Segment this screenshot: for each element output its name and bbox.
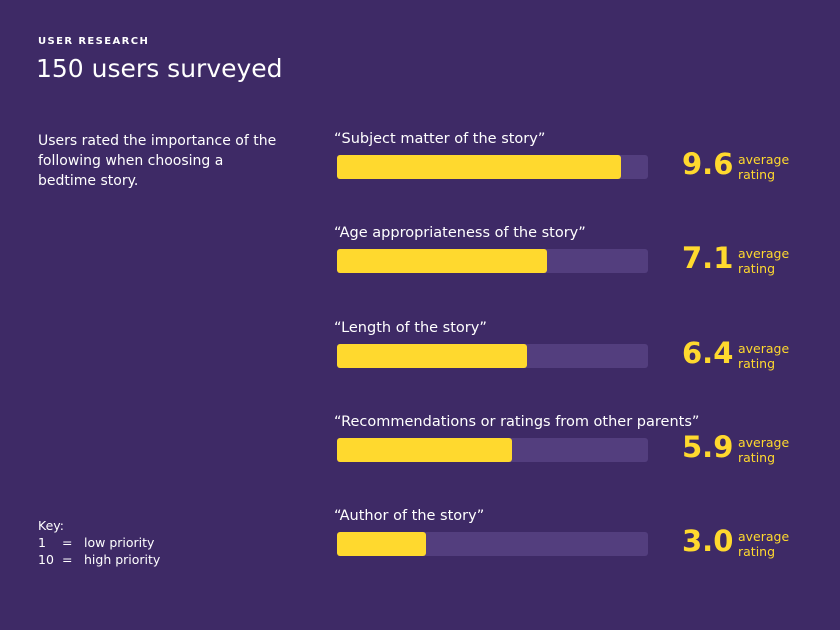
bar-track <box>337 437 648 462</box>
metric-value: 9.6 <box>682 147 734 181</box>
metric-value: 5.9 <box>682 429 734 464</box>
bar <box>337 343 527 368</box>
key-title: Key: <box>38 518 64 533</box>
metric-row: “Length of the story” 6.4 average rating <box>0 320 840 390</box>
key-equals: = <box>62 535 73 550</box>
metric-label: “Recommendations or ratings from other p… <box>334 413 700 430</box>
metric-unit-label: average rating <box>738 152 790 182</box>
rating-key: Key: 1 = low priority 10 = high priority <box>38 517 160 568</box>
page-title: 150 users surveyed <box>36 54 283 83</box>
bar <box>337 249 548 274</box>
key-number: 10 <box>38 552 54 567</box>
metric-row: “Recommendations or ratings from other p… <box>0 414 840 484</box>
bar-track <box>337 155 648 179</box>
metric-unit-label: average rating <box>738 246 790 277</box>
chart-description: Users rated the importance of the follow… <box>38 133 277 189</box>
bar <box>337 532 426 557</box>
bar-track <box>337 532 648 557</box>
key-row-low: 1 = low priority <box>38 534 160 551</box>
metric-unit-label: average rating <box>738 434 790 465</box>
metric-label: “Length of the story” <box>334 319 487 336</box>
metric-label: “Age appropriateness of the story” <box>334 225 586 242</box>
key-text: low priority <box>84 535 155 550</box>
metric-unit-label: average rating <box>738 340 790 371</box>
key-row-high: 10 = high priority <box>38 551 160 568</box>
bar-track <box>337 343 648 368</box>
metric-value: 6.4 <box>682 335 734 370</box>
bar <box>337 155 622 179</box>
key-equals: = <box>62 552 73 567</box>
metric-unit-label: average rating <box>738 529 790 560</box>
bar-track <box>337 249 648 274</box>
metric-label: “Subject matter of the story” <box>334 131 546 147</box>
key-number: 1 <box>38 535 46 550</box>
key-text: high priority <box>84 552 161 567</box>
metric-value: 7.1 <box>682 241 734 276</box>
metric-label: “Author of the story” <box>334 508 485 525</box>
page-eyebrow: USER RESEARCH <box>38 36 150 47</box>
metric-row: “Author of the story” 3.0 average rating <box>0 508 840 578</box>
metric-row: “Age appropriateness of the story” 7.1 ave… <box>0 225 840 295</box>
metric-value: 3.0 <box>682 524 734 559</box>
bar <box>337 437 512 462</box>
metric-row: “Subject matter of the story” 9.6 average r… <box>0 131 840 201</box>
